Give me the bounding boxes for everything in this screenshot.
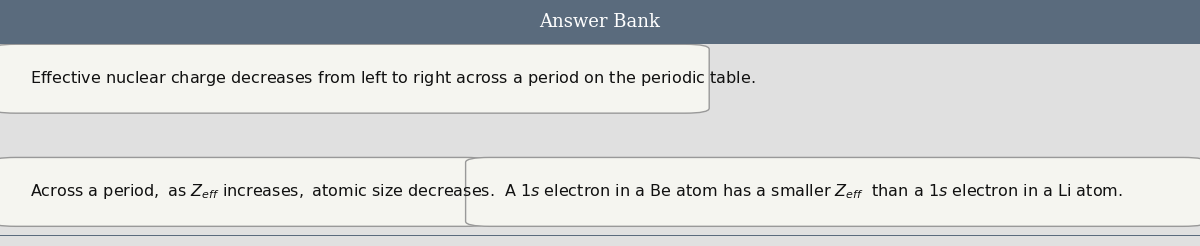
Text: $\mathrm{Across\ a\ period,\ as\ }\mathit{Z}_{\mathit{eff}}\mathrm{\ increases,\: $\mathrm{Across\ a\ period,\ as\ }\mathi… <box>30 182 494 201</box>
Text: Answer Bank: Answer Bank <box>540 13 660 31</box>
FancyBboxPatch shape <box>0 157 490 226</box>
Text: $\mathrm{A\ 1}\mathit{s}\mathrm{\ electron\ in\ a\ Be\ atom\ has\ a\ smaller\ }\: $\mathrm{A\ 1}\mathit{s}\mathrm{\ electr… <box>504 183 1123 201</box>
Text: $\mathrm{Effective\ nuclear\ charge\ decreases\ from\ left\ to\ right\ across\ a: $\mathrm{Effective\ nuclear\ charge\ dec… <box>30 69 756 88</box>
FancyBboxPatch shape <box>0 235 1200 236</box>
FancyBboxPatch shape <box>0 0 1200 44</box>
FancyBboxPatch shape <box>0 44 709 113</box>
FancyBboxPatch shape <box>466 157 1200 226</box>
